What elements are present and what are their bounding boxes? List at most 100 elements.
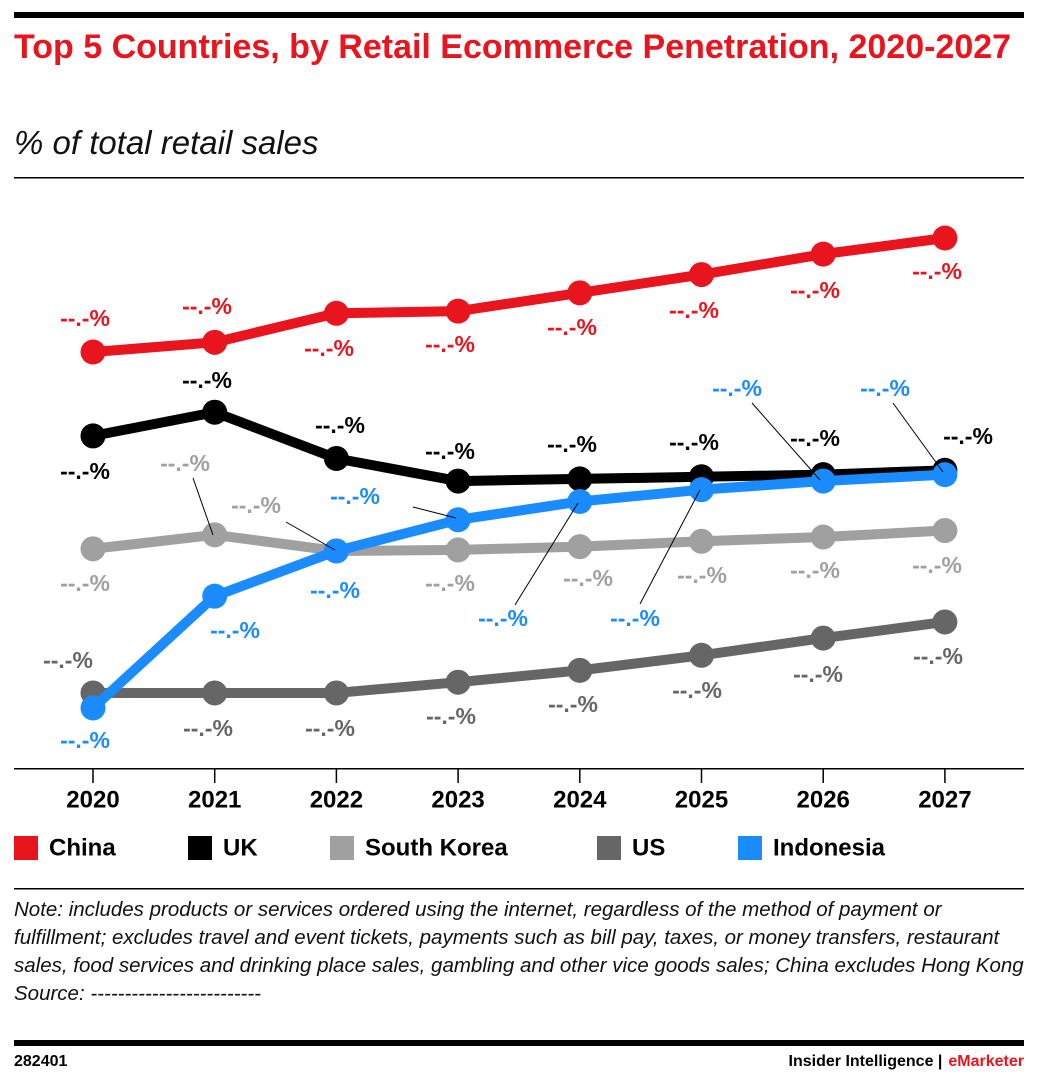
data-point	[689, 477, 714, 503]
data-label: --.-%	[160, 450, 210, 476]
data-label: --.-%	[182, 293, 232, 319]
data-label: --.-%	[912, 258, 962, 284]
data-label: --.-%	[43, 647, 93, 673]
data-point	[689, 642, 714, 668]
data-point	[567, 489, 593, 515]
leader-line	[639, 489, 701, 605]
data-point	[445, 507, 471, 533]
leader-line	[412, 506, 457, 519]
series-line	[92, 233, 946, 357]
data-point	[202, 680, 228, 706]
leader-line	[285, 521, 336, 551]
source: Source: -------------------------	[14, 982, 262, 1005]
chart-subtitle: % of total retail sales	[14, 124, 319, 161]
data-label: --.-%	[547, 314, 597, 340]
data-point	[689, 528, 714, 554]
data-label: --.-%	[182, 367, 232, 393]
data-label: --.-%	[793, 661, 843, 687]
data-point	[323, 300, 349, 326]
data-label: --.-%	[790, 425, 840, 451]
rule	[14, 888, 1024, 890]
leader-line	[192, 477, 214, 536]
data-label: --.-%	[305, 715, 355, 741]
data-label: --.-%	[60, 570, 110, 596]
note-text: Note: includes products or services orde…	[14, 898, 1024, 977]
data-point	[810, 625, 836, 651]
data-label: --.-%	[425, 331, 475, 357]
data-point	[932, 609, 958, 635]
top-bar	[14, 12, 1024, 18]
data-point	[445, 537, 471, 563]
data-label: --.-%	[425, 438, 475, 464]
data-label: --.-%	[210, 617, 260, 643]
data-point	[932, 518, 958, 544]
x-tick-label: 2020	[66, 786, 119, 813]
data-point	[810, 241, 836, 267]
x-axis	[14, 768, 1024, 770]
data-point	[445, 298, 471, 324]
series-line	[89, 469, 946, 712]
data-label: --.-%	[547, 431, 597, 457]
data-label: --.-%	[60, 458, 110, 484]
data-label: --.-%	[426, 703, 476, 729]
series-line	[93, 617, 946, 698]
leader-line	[514, 502, 579, 606]
data-point	[445, 468, 471, 494]
data-label: --.-%	[231, 492, 281, 518]
data-point	[202, 583, 228, 609]
legend-label: UK	[223, 834, 258, 861]
data-point	[932, 462, 958, 488]
x-tick-label: 2027	[918, 786, 971, 813]
x-tick-label: 2025	[675, 786, 728, 813]
data-label: --.-%	[610, 605, 660, 631]
data-label: --.-%	[60, 727, 110, 753]
leader-line	[892, 402, 944, 473]
legend-swatch	[738, 836, 762, 860]
legend-swatch	[330, 836, 354, 860]
data-point	[810, 468, 836, 494]
data-point	[445, 669, 471, 695]
data-point	[323, 538, 349, 564]
data-label: --.-%	[913, 643, 963, 669]
data-point	[567, 280, 593, 306]
data-label: --.-%	[677, 562, 727, 588]
legend-swatch	[188, 836, 212, 860]
data-point	[80, 536, 106, 562]
x-tick-label: 2024	[553, 786, 607, 813]
data-point	[80, 695, 106, 721]
data-point	[323, 680, 349, 706]
series-line	[92, 525, 946, 556]
legend-label: South Korea	[365, 834, 508, 861]
data-label: --.-%	[183, 715, 233, 741]
data-point	[202, 329, 228, 355]
x-tick-label: 2026	[797, 786, 850, 813]
chart-id: 282401	[14, 1053, 68, 1070]
legend-label: US	[632, 834, 665, 861]
data-point	[689, 262, 714, 288]
chart-title: Top 5 Countries, by Retail Ecommerce Pen…	[14, 28, 1012, 66]
legend-label: China	[49, 834, 116, 861]
data-point	[567, 466, 593, 492]
data-label: --.-%	[310, 577, 360, 603]
legend-swatch	[14, 836, 38, 860]
data-point	[202, 399, 228, 425]
legend-label: Indonesia	[773, 834, 886, 861]
data-label: --.-%	[669, 429, 719, 455]
data-label: --.-%	[425, 570, 475, 596]
note: Note: includes products or services orde…	[14, 896, 1024, 1008]
data-point	[80, 423, 106, 449]
rule	[14, 177, 1024, 179]
data-point	[80, 339, 106, 365]
data-point	[810, 524, 836, 550]
brand: eMarketer	[948, 1053, 1024, 1070]
data-label: --.-%	[563, 565, 613, 591]
x-tick-label: 2021	[188, 786, 241, 813]
leader-line	[751, 402, 821, 481]
data-point	[567, 534, 593, 560]
data-label: --.-%	[478, 605, 528, 631]
footer-brand: Insider Intelligence | eMarketer	[789, 1053, 1024, 1071]
data-point	[323, 445, 349, 471]
data-label: --.-%	[548, 691, 598, 717]
